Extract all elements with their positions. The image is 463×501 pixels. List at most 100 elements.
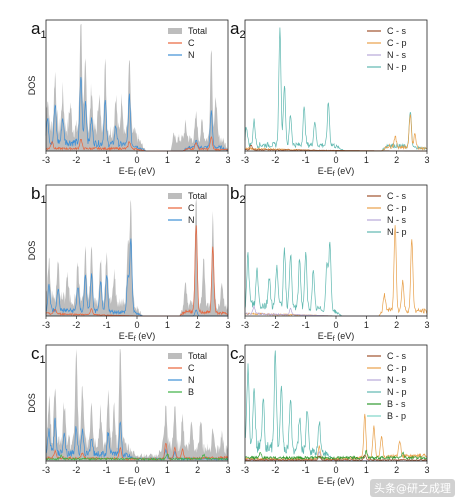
legend-label-c2-1: C - p: [387, 363, 407, 373]
series-b2-C-p: [244, 225, 428, 317]
xtick-label-c1-6: 3: [225, 465, 230, 475]
xtick-label-a1-0: -3: [42, 155, 50, 165]
xlabel-a1: E-Ef (eV): [119, 166, 155, 178]
xtick-label-b1-0: -3: [42, 320, 50, 330]
series-a1-C: [45, 136, 229, 152]
legend-label-b1-2: N: [188, 215, 195, 225]
xlabel-b1: E-Ef (eV): [119, 331, 155, 343]
legend-swatch-c1-0: [168, 353, 182, 359]
panel-b1: -3 -2 -1 0 1 2 3 E-Ef (eV) DOS b1 Total CN: [27, 184, 231, 343]
xtick-label-c1-3: 0: [134, 465, 139, 475]
series-c1-Total: [46, 349, 228, 461]
xtick-label-c1-0: -3: [42, 465, 50, 475]
xtick-label-a1-3: 0: [134, 155, 139, 165]
panel-label-c1: c1: [31, 344, 46, 366]
xtick-label-b2-0: -3: [241, 320, 249, 330]
legend-label-c1-2: N: [188, 375, 195, 385]
legend-label-a2-2: N - s: [387, 50, 406, 60]
series-c2-C-p: [244, 413, 428, 461]
xtick-label-a1-4: 1: [165, 155, 170, 165]
panel-label-b2: b2: [230, 184, 246, 206]
xtick-label-a1-6: 3: [225, 155, 230, 165]
legend-label-b2-1: C - p: [387, 203, 407, 213]
xtick-label-c2-3: 0: [333, 465, 338, 475]
series-a1-Total: [46, 24, 228, 151]
xtick-label-c1-4: 1: [165, 465, 170, 475]
xtick-label-b1-5: 2: [195, 320, 200, 330]
legend-label-c2-3: N - p: [387, 387, 407, 397]
series-c2-B-s: [244, 449, 428, 461]
legend-label-c2-5: B - p: [387, 411, 406, 421]
xtick-label-a2-4: 1: [364, 155, 369, 165]
xlabel-a2: E-Ef (eV): [318, 166, 354, 178]
panel-b2: -3 -2 -1 0 1 2 3 E-Ef (eV) b2 C - s C - p N - s N - …: [230, 184, 430, 343]
panel-label-b1: b1: [31, 184, 47, 206]
axes-frame-b1: [45, 184, 229, 317]
xtick-label-a1-1: -2: [72, 155, 80, 165]
panel-a2: -3 -2 -1 0 1 2 3 E-Ef (eV) a2 C - s C - p N - s N - …: [230, 19, 430, 178]
xtick-label-c2-4: 1: [364, 465, 369, 475]
legend-label-b2-3: N - p: [387, 227, 407, 237]
xtick-label-b1-2: -1: [103, 320, 111, 330]
xtick-label-b2-1: -2: [271, 320, 279, 330]
legend-label-c1-1: C: [188, 363, 195, 373]
ylabel-c1: DOS: [27, 393, 37, 413]
xtick-label-b1-6: 3: [225, 320, 230, 330]
legend-label-b2-2: N - s: [387, 215, 406, 225]
legend-label-b1-0: Total: [188, 191, 207, 201]
legend-label-c1-3: B: [188, 387, 194, 397]
xtick-label-a1-2: -1: [103, 155, 111, 165]
xtick-label-c1-2: -1: [103, 465, 111, 475]
ylabel-a1: DOS: [27, 76, 37, 96]
series-b1-N: [45, 238, 228, 317]
xlabel-c2: E-Ef (eV): [318, 476, 354, 488]
legend-label-a1-2: N: [188, 50, 195, 60]
xtick-label-c2-0: -3: [241, 465, 249, 475]
xlabel-c1: E-Ef (eV): [119, 476, 155, 488]
legend-label-b1-1: C: [188, 203, 195, 213]
xtick-label-c2-5: 2: [394, 465, 399, 475]
legend-label-a1-0: Total: [188, 26, 207, 36]
panel-label-c2: c2: [230, 344, 245, 366]
xtick-label-a2-5: 2: [394, 155, 399, 165]
xtick-label-a2-3: 0: [333, 155, 338, 165]
series-a1-N: [45, 77, 229, 152]
xtick-label-b1-3: 0: [134, 320, 139, 330]
legend-label-c2-4: B - s: [387, 399, 406, 409]
legend-swatch-a1-0: [168, 28, 182, 34]
legend-label-c1-0: Total: [188, 351, 207, 361]
xtick-label-a2-2: -1: [302, 155, 310, 165]
xtick-label-b2-5: 2: [394, 320, 399, 330]
xtick-label-c1-1: -2: [72, 465, 80, 475]
legend-label-c2-2: N - s: [387, 375, 406, 385]
xtick-label-b2-2: -1: [302, 320, 310, 330]
watermark: 头条@研之成理: [370, 479, 455, 497]
series-b1-C: [45, 225, 229, 317]
xtick-label-b2-6: 3: [424, 320, 429, 330]
xtick-label-a2-0: -3: [241, 155, 249, 165]
xtick-label-c2-2: -1: [302, 465, 310, 475]
series-b2-N-p: [244, 241, 427, 317]
legend-label-a2-1: C - p: [387, 38, 407, 48]
xlabel-b2: E-Ef (eV): [318, 331, 354, 343]
panel-c2: -3 -2 -1 0 1 2 3 E-Ef (eV) c2 C - s C - p N - s N - …: [230, 344, 430, 488]
legend-label-b2-0: C - s: [387, 191, 406, 201]
panel-label-a1: a1: [31, 19, 47, 41]
panel-a1: -3 -2 -1 0 1 2 3 E-Ef (eV) DOS a1 Total CN: [27, 19, 231, 178]
xtick-label-a1-5: 2: [195, 155, 200, 165]
legend-label-a1-1: C: [188, 38, 195, 48]
xtick-label-b1-1: -2: [72, 320, 80, 330]
xtick-label-c1-5: 2: [195, 465, 200, 475]
series-c1-B: [45, 453, 229, 462]
legend-label-c2-0: C - s: [387, 351, 406, 361]
legend-label-a2-3: N - p: [387, 62, 407, 72]
xtick-label-b2-4: 1: [364, 320, 369, 330]
xtick-label-a2-6: 3: [424, 155, 429, 165]
panel-label-a2: a2: [230, 19, 246, 41]
legend-swatch-b1-0: [168, 193, 182, 199]
xtick-label-c2-1: -2: [271, 465, 279, 475]
xtick-label-c2-6: 3: [424, 465, 429, 475]
series-c2-C-s: [245, 454, 428, 462]
xtick-label-b2-3: 0: [333, 320, 338, 330]
